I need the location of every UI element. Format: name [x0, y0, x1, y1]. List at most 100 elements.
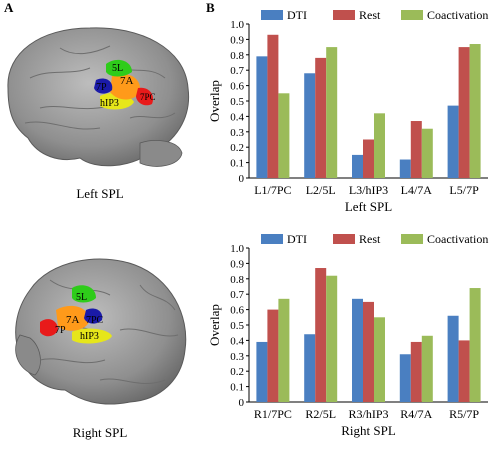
left-legend-label-coactivation: Coactivation: [427, 8, 488, 22]
left-x-tick-label: L2/5L: [306, 183, 336, 197]
right-bar-coactivation: [326, 275, 338, 402]
left-x-tick-label: L4/7A: [401, 183, 433, 197]
right-legend-swatch-dti: [261, 234, 283, 244]
right-x-tick-label: R4/7A: [400, 407, 432, 421]
right-y-tick-label: 0.6: [230, 305, 244, 317]
left-bar-coactivation: [421, 128, 433, 178]
left-bar-rest: [315, 57, 327, 178]
left-region-7pc: [94, 78, 113, 94]
left-brain-cerebellum: [139, 140, 183, 167]
left-x-tick-label: L3/hIP3: [349, 183, 388, 197]
right-region-hip3: [72, 328, 112, 344]
left-y-axis-label: Overlap: [207, 80, 222, 122]
right-label-7pc: 7PC: [86, 315, 104, 326]
right-bar-rest: [267, 309, 279, 402]
right-bar-coactivation: [421, 335, 433, 402]
right-region-5l: [72, 285, 96, 303]
right-y-tick-label: 0: [239, 397, 245, 409]
right-brain-cerebellum: [15, 334, 41, 376]
left-y-tick-label: 0.9: [230, 34, 244, 46]
left-x-tick-label: L1/7PC: [254, 183, 291, 197]
panel-b-letter: B: [206, 0, 215, 15]
right-x-tick-label: R2/5L: [305, 407, 336, 421]
right-label-hip3: hIP3: [80, 331, 99, 342]
left-label-7p: 7P: [96, 82, 107, 93]
right-bar-rest: [363, 301, 374, 402]
left-y-tick-label: 1.0: [230, 19, 244, 31]
right-legend-label-rest: Rest: [359, 232, 381, 246]
right-bar-coactivation: [278, 298, 290, 402]
left-region-5l: [106, 59, 132, 77]
left-brain-cortex: [7, 27, 190, 167]
right-x-tick-label: R1/7PC: [254, 407, 292, 421]
panel-a-letter: A: [4, 0, 14, 15]
right-label-7p: 7P: [55, 325, 66, 336]
right-bar-dti: [304, 334, 316, 402]
right-bar-coactivation: [469, 288, 481, 402]
left-legend-label-rest: Rest: [359, 8, 381, 22]
left-y-tick-label: 0.2: [230, 142, 244, 154]
left-y-tick-label: 0.7: [230, 65, 244, 77]
left-bar-dti: [256, 56, 268, 179]
right-bar-dti: [256, 341, 268, 402]
left-label-7a: 7A: [120, 75, 134, 87]
right-bar-rest: [458, 340, 470, 402]
left-label-hip3: hIP3: [100, 98, 119, 109]
right-bar-dti: [352, 298, 363, 402]
left-legend-swatch-rest: [333, 10, 355, 20]
left-legend-swatch-coactivation: [401, 10, 423, 20]
right-y-tick-label: 0.4: [230, 335, 244, 347]
right-y-tick-label: 0.1: [230, 382, 244, 394]
left-label-5l: 5L: [112, 63, 123, 74]
right-y-tick-label: 1.0: [230, 243, 244, 255]
left-legend-label-dti: DTI: [287, 8, 307, 22]
right-region-7pc: [84, 308, 103, 324]
right-spl-caption: Right SPL: [72, 425, 128, 440]
right-label-7a: 7A: [66, 314, 80, 326]
left-y-tick-label: 0.8: [230, 50, 244, 62]
left-label-7pc: 7PC: [140, 92, 156, 102]
left-bar-coactivation: [469, 44, 481, 178]
right-legend-label-dti: DTI: [287, 232, 307, 246]
left-spl-overlap-chart: DTI Rest Coactivation 0 0.1 0.2 0.3 0.4 0.5 0.6 0.…: [207, 8, 488, 214]
right-y-axis-label: Overlap: [207, 304, 222, 346]
left-spl-caption: Left SPL: [76, 186, 124, 201]
right-bar-rest: [315, 268, 327, 402]
right-brain-illustration: 5L 7A 7PC 7P hIP3: [15, 258, 187, 405]
left-y-tick-label: 0.3: [230, 127, 244, 139]
left-y-tick-label: 0.6: [230, 81, 244, 93]
right-y-tick-label: 0.3: [230, 351, 244, 363]
left-region-7p: [136, 87, 154, 106]
left-bar-rest: [267, 34, 279, 178]
right-bar-dti: [447, 315, 459, 402]
right-y-tick-label: 0.5: [230, 320, 244, 332]
left-bar-dti: [399, 159, 411, 178]
left-bar-coactivation: [374, 113, 385, 178]
right-region-7p: [40, 319, 58, 337]
left-y-tick-label: 0.4: [230, 111, 244, 123]
right-y-tick-label: 0.8: [230, 274, 244, 286]
left-y-tick-label: 0.1: [230, 158, 244, 170]
left-bar-coactivation: [326, 47, 338, 178]
right-x-axis-label: Right SPL: [341, 423, 396, 438]
left-bar-rest: [410, 121, 422, 178]
left-bar-dti: [447, 105, 459, 178]
left-legend-swatch-dti: [261, 10, 283, 20]
right-y-tick-label: 0.2: [230, 366, 244, 378]
left-region-7a: [110, 73, 141, 100]
left-y-tick-label: 0: [239, 173, 245, 185]
left-x-tick-label: L5/7P: [449, 183, 479, 197]
left-brain-illustration: 5L 7A 7P 7PC hIP3: [7, 27, 190, 167]
right-legend-swatch-coactivation: [401, 234, 423, 244]
right-x-tick-label: R3/hIP3: [348, 407, 388, 421]
left-bar-dti: [304, 73, 316, 178]
left-bar-coactivation: [278, 93, 290, 178]
right-label-5l: 5L: [76, 292, 87, 303]
right-y-tick-label: 0.7: [230, 289, 244, 301]
right-spl-overlap-chart: DTI Rest Coactivation 0 0.1 0.2 0.3 0.4 0.5 0.6 0.…: [207, 232, 488, 438]
right-bar-rest: [410, 341, 422, 402]
left-bar-rest: [363, 139, 374, 178]
right-bar-coactivation: [374, 317, 385, 402]
right-x-tick-label: R5/7P: [449, 407, 479, 421]
right-legend-label-coactivation: Coactivation: [427, 232, 488, 246]
